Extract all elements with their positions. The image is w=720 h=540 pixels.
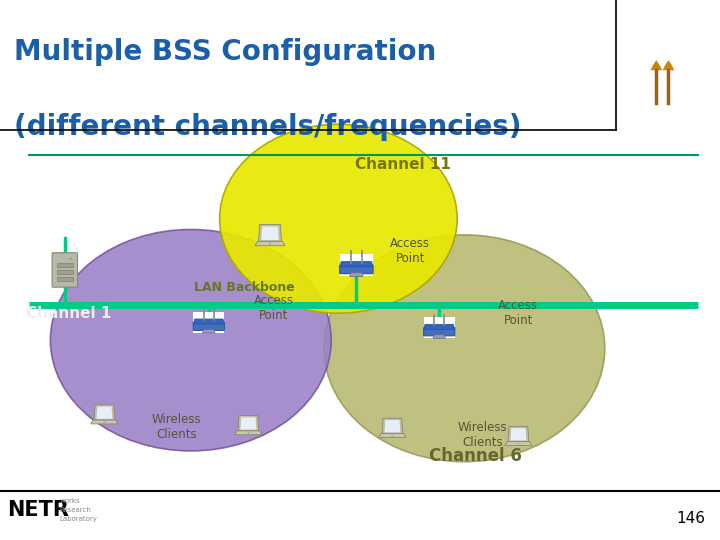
- Polygon shape: [94, 405, 114, 420]
- Text: (different channels/frequencies): (different channels/frequencies): [14, 113, 522, 141]
- Text: Wireless
Clients: Wireless Clients: [458, 421, 507, 449]
- Polygon shape: [379, 434, 406, 437]
- Text: LAN Backbone: LAN Backbone: [194, 281, 295, 294]
- Polygon shape: [350, 273, 363, 276]
- Text: Wireless
Clients: Wireless Clients: [152, 413, 201, 441]
- Polygon shape: [238, 416, 258, 431]
- Polygon shape: [255, 241, 285, 246]
- Polygon shape: [96, 407, 112, 419]
- Polygon shape: [510, 428, 526, 441]
- Polygon shape: [382, 418, 402, 434]
- Polygon shape: [384, 420, 400, 433]
- Circle shape: [69, 258, 72, 260]
- FancyBboxPatch shape: [423, 317, 455, 338]
- FancyBboxPatch shape: [193, 322, 225, 330]
- FancyBboxPatch shape: [57, 271, 73, 274]
- Polygon shape: [508, 427, 528, 442]
- FancyBboxPatch shape: [341, 261, 372, 267]
- FancyBboxPatch shape: [193, 312, 225, 333]
- Ellipse shape: [220, 124, 457, 313]
- Polygon shape: [665, 60, 672, 65]
- FancyBboxPatch shape: [57, 263, 73, 267]
- Polygon shape: [653, 60, 660, 65]
- FancyBboxPatch shape: [340, 265, 373, 274]
- FancyBboxPatch shape: [194, 319, 223, 324]
- Polygon shape: [261, 227, 279, 240]
- Ellipse shape: [50, 230, 331, 451]
- Circle shape: [103, 421, 106, 423]
- Text: 146: 146: [677, 511, 706, 526]
- FancyBboxPatch shape: [57, 278, 73, 281]
- FancyBboxPatch shape: [340, 254, 373, 276]
- Text: Laboratory: Laboratory: [60, 516, 98, 523]
- Text: Access
Point: Access Point: [253, 294, 294, 322]
- Text: Channel 6: Channel 6: [429, 447, 521, 465]
- Polygon shape: [650, 61, 662, 70]
- Text: works: works: [60, 497, 81, 504]
- Polygon shape: [664, 60, 673, 68]
- Polygon shape: [258, 225, 282, 241]
- Text: Multiple BSS Configuration: Multiple BSS Configuration: [14, 38, 436, 66]
- FancyBboxPatch shape: [423, 327, 455, 336]
- Polygon shape: [240, 417, 256, 430]
- Circle shape: [247, 432, 250, 434]
- Text: Channel 1: Channel 1: [26, 306, 111, 321]
- Polygon shape: [652, 60, 661, 68]
- Polygon shape: [505, 442, 532, 446]
- Circle shape: [391, 435, 394, 437]
- Polygon shape: [91, 420, 118, 424]
- Text: Channel 11: Channel 11: [355, 157, 451, 172]
- Circle shape: [517, 443, 520, 445]
- Text: Research: Research: [60, 507, 91, 514]
- FancyBboxPatch shape: [425, 325, 454, 329]
- Circle shape: [269, 242, 271, 245]
- Text: NETR: NETR: [7, 500, 69, 521]
- Polygon shape: [662, 61, 675, 70]
- Polygon shape: [433, 335, 446, 338]
- Ellipse shape: [324, 235, 605, 462]
- Text: Access
Point: Access Point: [498, 299, 539, 327]
- Text: Access
Point: Access Point: [390, 237, 431, 265]
- FancyBboxPatch shape: [52, 253, 78, 287]
- Polygon shape: [202, 329, 215, 333]
- Polygon shape: [235, 431, 262, 435]
